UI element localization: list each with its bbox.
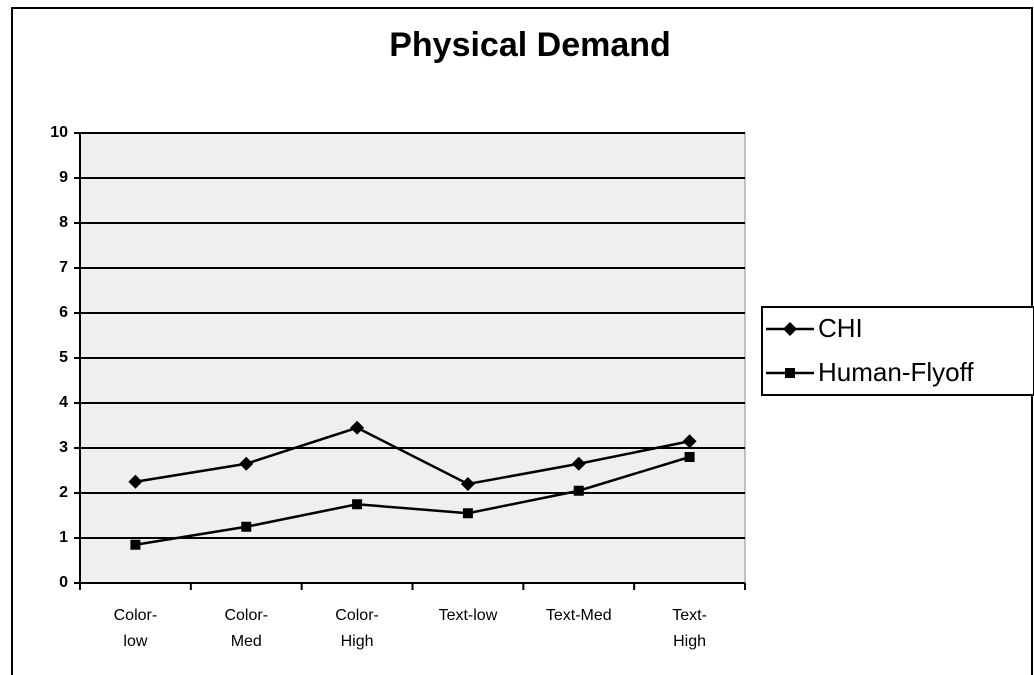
data-point	[682, 434, 697, 449]
y-tick-label: 5	[59, 349, 68, 366]
x-tick-label: Text-Med	[545, 607, 612, 624]
y-tick-label: 7	[59, 259, 68, 276]
data-point	[130, 539, 141, 550]
series-line	[135, 455, 690, 546]
x-tick-label: Color- low	[113, 607, 158, 650]
x-tick-label: Color- High	[335, 607, 379, 650]
y-tick-label: 2	[59, 484, 68, 501]
data-point	[241, 521, 252, 532]
legend-marker	[785, 368, 795, 378]
y-tick-label: 10	[50, 124, 68, 141]
data-point	[239, 456, 254, 471]
y-tick-label: 1	[59, 529, 68, 546]
legend-box	[761, 306, 1034, 396]
data-point	[684, 452, 695, 462]
y-tick-label: 6	[59, 304, 68, 321]
data-point	[462, 508, 473, 519]
legend-label: Human-Flyoff	[818, 357, 974, 387]
x-tick-label: Text- High	[672, 607, 707, 650]
y-tick-label: 0	[59, 574, 68, 591]
x-tick-label: Color- Med	[224, 607, 269, 650]
y-tick-label: 4	[59, 394, 68, 411]
data-point	[352, 499, 363, 510]
data-point	[128, 474, 143, 489]
y-tick-label: 9	[59, 169, 68, 186]
data-point	[350, 420, 365, 435]
data-point	[573, 485, 584, 496]
y-tick-label: 3	[59, 439, 68, 456]
y-tick-label: 8	[59, 214, 68, 231]
x-tick-label: Text-low	[438, 607, 498, 624]
data-point	[460, 477, 475, 491]
legend-label: CHI	[818, 313, 863, 343]
chart-title: Physical Demand	[389, 26, 671, 64]
data-point	[571, 456, 586, 471]
series-line	[135, 426, 690, 486]
legend-marker	[783, 322, 797, 336]
